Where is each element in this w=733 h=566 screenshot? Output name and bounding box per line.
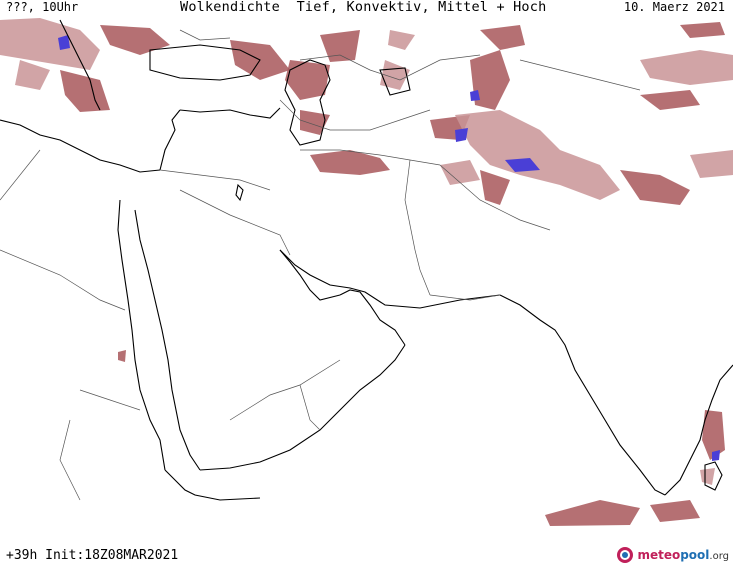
cloud-patch: [545, 500, 640, 526]
cloud-patch: [285, 60, 330, 100]
cloud-patch: [650, 500, 700, 522]
cloud-patch: [388, 30, 415, 50]
coastline-aral: [379, 67, 411, 96]
dense-cloud-patch: [58, 35, 70, 50]
cloud-patch: [680, 22, 725, 38]
coastline-india-west: [499, 294, 666, 496]
cloud-layer: [0, 18, 733, 526]
border-line: [299, 54, 481, 81]
coastline-india-east: [664, 364, 733, 496]
border-line: [159, 169, 271, 191]
cloud-patch: [440, 160, 480, 185]
coastline-black-sea: [149, 44, 261, 81]
coastlines: [0, 19, 733, 501]
cloud-patch: [455, 110, 620, 200]
dense-cloud-patch: [505, 158, 540, 172]
coastline-north-africa: [0, 119, 161, 173]
forecast-date: 10. Maerz 2021: [623, 0, 725, 14]
cloud-patch: [480, 170, 510, 205]
country-borders: [0, 29, 641, 501]
cloud-patch: [310, 150, 390, 175]
cloud-dense-layer: [58, 35, 720, 461]
coastline-red-sea-west: [117, 199, 166, 471]
cloud-patch: [690, 150, 733, 178]
meteopool-logo-icon: [617, 547, 634, 563]
map-title: Wolkendichte Tief, Konvektiv, Mittel + H…: [180, 0, 547, 15]
dense-cloud-patch: [470, 90, 480, 101]
coastline-red-sea-east: [134, 209, 201, 471]
cloud-patch: [118, 350, 126, 362]
border-line: [229, 359, 341, 421]
cloud-patch: [100, 25, 170, 55]
model-run-info: +39h Init:18Z08MAR2021: [6, 548, 179, 563]
coastline-turkey: [179, 107, 281, 119]
border-line: [279, 99, 431, 131]
border-line: [300, 149, 441, 166]
meteopool-logo[interactable]: meteopool.org: [616, 545, 729, 565]
border-line: [179, 29, 231, 41]
cloud-density-map: [0, 14, 733, 526]
border-line: [429, 294, 501, 301]
cloud-patch: [640, 90, 700, 110]
logo-wordmark: meteopool.org: [637, 548, 729, 562]
border-line: [299, 384, 321, 431]
coastline-sri-lanka: [704, 461, 723, 491]
border-line: [179, 189, 291, 256]
coastline-horn: [164, 469, 261, 501]
forecast-time-label: ???, 10Uhr: [6, 0, 79, 14]
map-frame: [0, 14, 733, 526]
coastline-levant: [159, 109, 181, 171]
coastline-balkans: [59, 19, 101, 111]
cloud-patch: [60, 70, 110, 112]
dense-cloud-patch: [455, 128, 468, 142]
cloud-patch: [700, 468, 715, 485]
coastline-caspian: [284, 59, 331, 146]
coastline-lake: [235, 183, 244, 202]
cloud-patch: [0, 18, 100, 70]
coastline-oman: [339, 289, 406, 346]
border-line: [404, 159, 431, 296]
cloud-patch: [15, 60, 50, 90]
border-line: [79, 389, 141, 411]
cloud-patch: [620, 170, 690, 205]
cloud-patch: [640, 50, 733, 85]
cloud-patch: [480, 25, 525, 50]
cloud-patch: [470, 50, 510, 110]
cloud-patch: [380, 60, 410, 90]
border-line: [59, 419, 81, 501]
border-line: [519, 59, 641, 91]
cloud-patch: [702, 410, 725, 460]
border-line: [0, 249, 126, 311]
cloud-patch: [320, 30, 360, 62]
border-line: [439, 164, 551, 231]
coastline-persian-gulf-north: [279, 249, 501, 309]
dense-cloud-patch: [712, 450, 720, 461]
coastline-persian-gulf-south: [279, 249, 341, 301]
coastline-arabia-south: [199, 344, 406, 471]
border-line: [0, 149, 41, 201]
